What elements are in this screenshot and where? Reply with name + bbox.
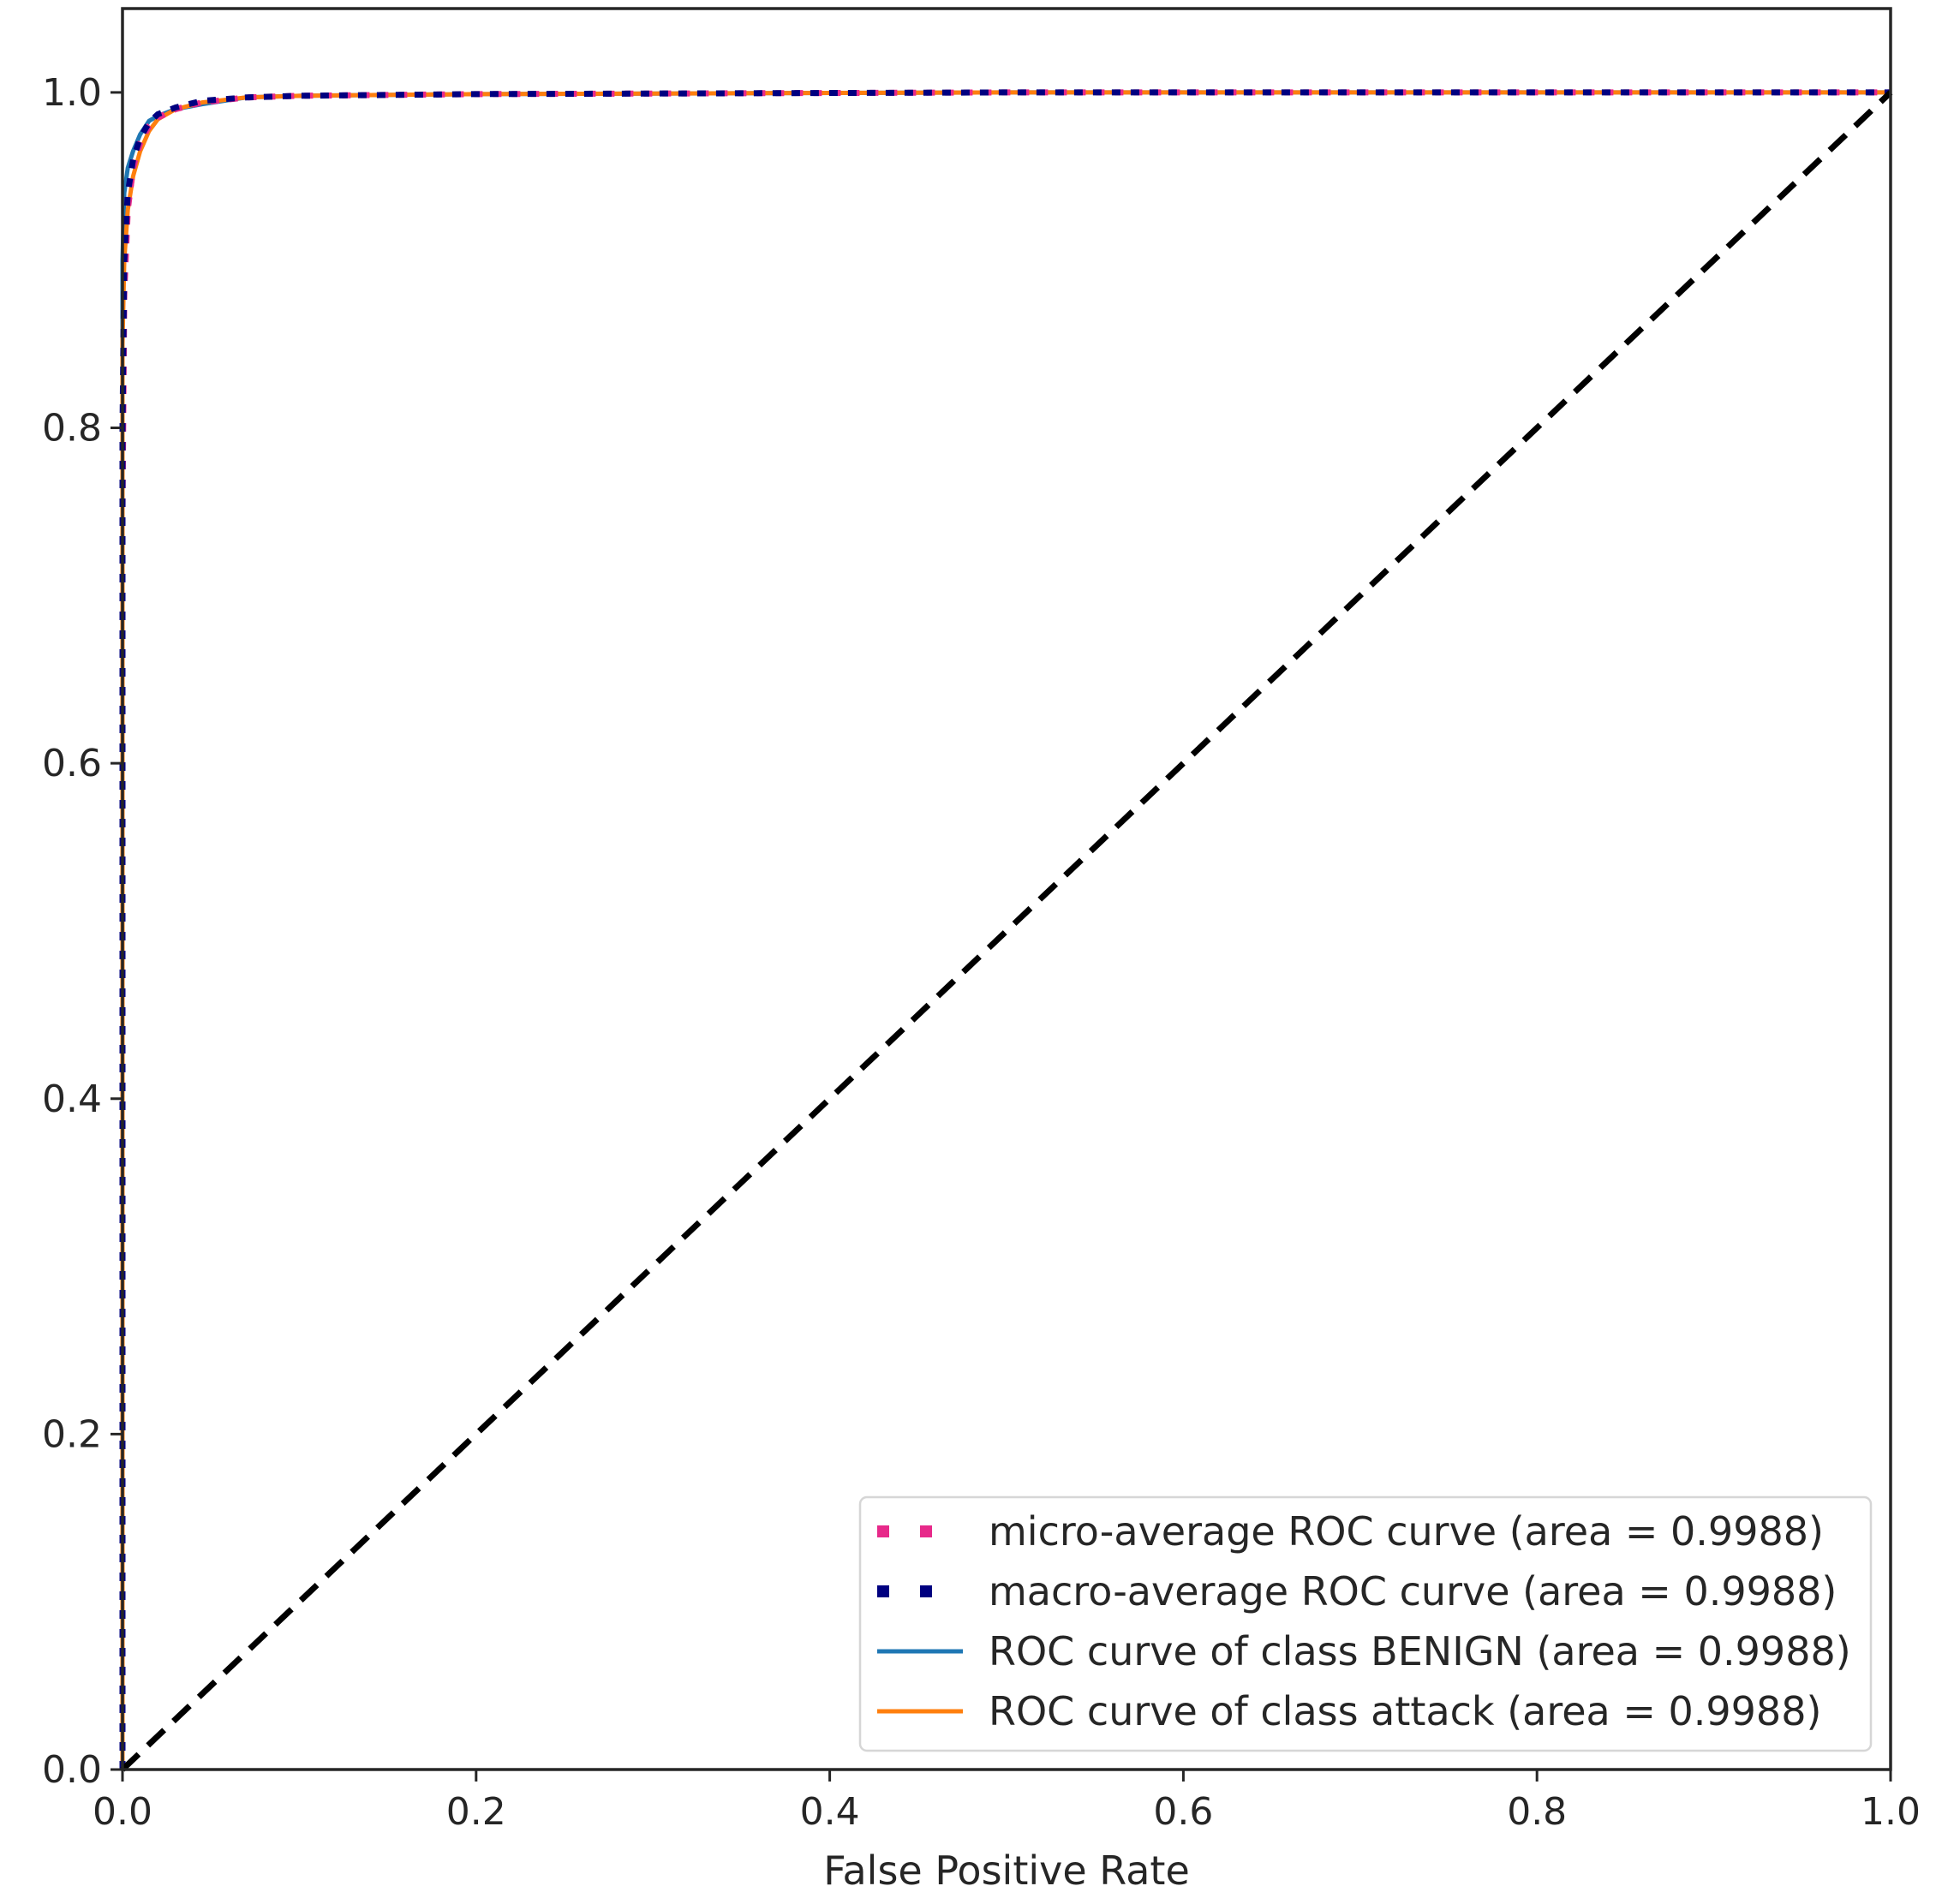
x-tick-label: 1.0 (1861, 1790, 1921, 1834)
x-tick-label: 0.2 (446, 1790, 506, 1834)
legend-label-2: ROC curve of class BENIGN (area = 0.9988… (989, 1628, 1851, 1674)
curves-layer (119, 89, 1891, 1770)
y-axis: 0.0 0.2 0.4 0.6 0.8 1.0 (42, 71, 122, 1792)
y-tick-label: 0.2 (42, 1412, 102, 1456)
x-tick-label: 0.6 (1153, 1790, 1213, 1834)
legend-label-3: ROC curve of class attack (area = 0.9988… (989, 1688, 1821, 1734)
legend-box (858, 1495, 1873, 1752)
legend: micro-average ROC curve (area = 0.9988) m… (858, 1495, 1873, 1752)
y-tick-label: 0.6 (42, 742, 102, 785)
legend-label-1: macro-average ROC curve (area = 0.9988) (989, 1568, 1837, 1615)
y-tick-label: 0.8 (42, 407, 102, 451)
legend-label-0: micro-average ROC curve (area = 0.9988) (989, 1508, 1824, 1555)
y-tick-label: 0.0 (42, 1748, 102, 1792)
x-axis-title: False Positive Rate (823, 1847, 1190, 1894)
reference-diagonal (120, 90, 1893, 1772)
legend-items: micro-average ROC curve (area = 0.9988) m… (877, 1508, 1851, 1734)
x-tick-label: 0.8 (1507, 1790, 1567, 1834)
x-axis: 0.0 0.2 0.4 0.6 0.8 1.0 (93, 1770, 1921, 1834)
y-tick-label: 0.4 (42, 1077, 102, 1121)
x-tick-label: 0.4 (800, 1790, 860, 1834)
series-line-1 (119, 89, 1891, 1770)
x-tick-label: 0.0 (93, 1790, 152, 1834)
plot-frame (121, 7, 1892, 1771)
y-tick-label: 1.0 (42, 71, 102, 115)
